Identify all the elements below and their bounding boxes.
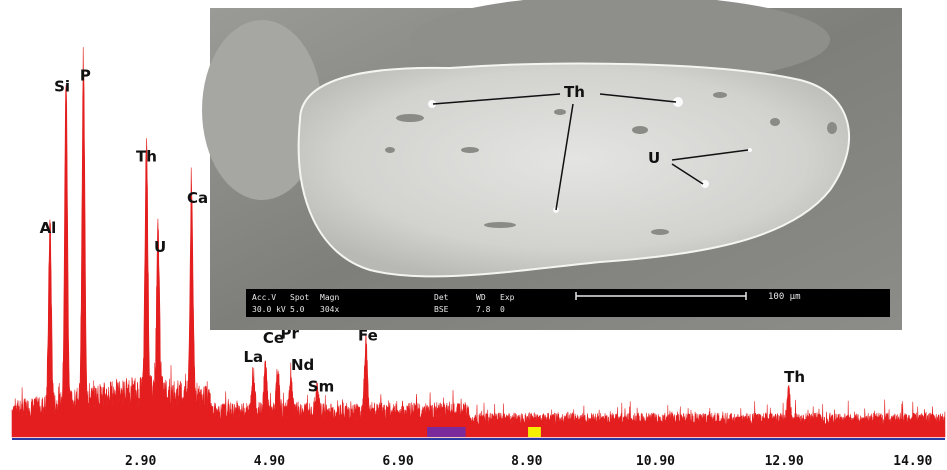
info-header-accv: Acc.V [252,293,276,302]
peak-label-la-6: La [243,348,263,366]
peak-label-fe-11: Fe [358,326,378,344]
sem-speckles [385,92,837,235]
sem-micrograph: Th U Acc.V Spot Magn Det WD Exp 30.0 kV … [202,0,902,330]
sem-label-u: U [648,149,660,167]
peak-label-sm-10: Sm [308,377,334,395]
x-tick-label: 2.90 [125,454,156,469]
sem-info-headers: Acc.V Spot Magn Det WD Exp [252,293,515,302]
x-tick-label: 8.90 [511,454,542,469]
x-tick-label: 12.90 [765,454,804,469]
sem-info-bar [246,289,890,317]
peak-label-u-4: U [154,238,166,256]
sem-monazite-grain [297,62,851,278]
info-header-spot: Spot [290,293,309,302]
sem-pointer-lines [432,93,749,211]
x-tick-label: 4.90 [254,454,285,469]
info-value-det: BSE [434,305,449,314]
info-value-exp: 0 [500,305,505,314]
info-value-spot: 5.0 [290,305,305,314]
peak-label-al-0: Al [40,219,57,237]
info-header-magn: Magn [320,293,339,302]
info-header-det: Det [434,293,449,302]
sem-label-th: Th [564,83,585,101]
info-value-accv: 30.0 kV [252,305,286,314]
peak-label-th-12: Th [784,368,805,386]
x-tick-label: 14.90 [893,454,932,469]
sem-scale-text: 100 µm [768,292,801,302]
info-header-exp: Exp [500,293,515,302]
roi-yellow-band [528,427,541,437]
info-header-wd: WD [476,293,486,302]
info-value-wd: 7.8 [476,305,491,314]
roi-markers [427,427,541,437]
peak-label-si-1: Si [54,78,70,96]
peak-label-th-3: Th [136,147,157,165]
roi-purple-band [427,427,466,437]
peak-label-ca-5: Ca [187,189,208,207]
peak-label-ce-7: Ce [263,329,284,347]
info-value-magn: 304x [320,305,339,314]
x-tick-label: 10.90 [636,454,675,469]
sem-scale-bar [575,292,747,300]
peak-label-nd-9: Nd [291,356,314,374]
sem-left-grain [202,20,322,200]
x-tick-labels: 2.90 4.90 6.90 8.90 10.90 12.90 14.90 [125,454,933,469]
sem-info-values: 30.0 kV 5.0 304x BSE 7.8 0 [252,305,505,314]
x-tick-label: 6.90 [382,454,413,469]
spectrum-area [11,47,946,438]
spectrum-series [11,47,946,438]
peak-label-p-2: P [80,66,91,84]
